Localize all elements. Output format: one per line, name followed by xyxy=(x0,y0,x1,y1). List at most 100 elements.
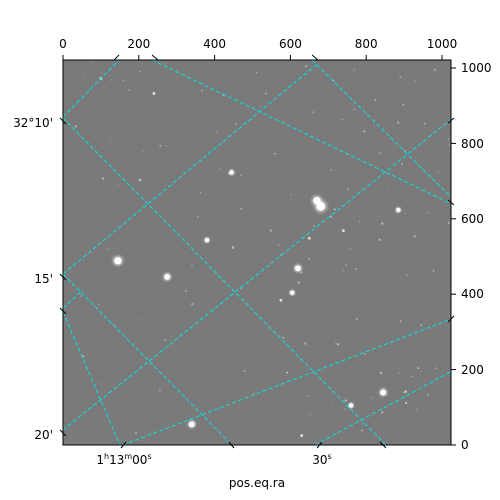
noise-speck xyxy=(184,290,187,293)
star xyxy=(229,170,234,175)
noise-speck xyxy=(360,429,364,432)
coordinate-grid xyxy=(63,60,451,445)
top-tick-label: 0 xyxy=(59,37,67,51)
star xyxy=(164,273,171,280)
stars-layer xyxy=(63,60,451,438)
noise-speck xyxy=(231,246,235,249)
grid-line xyxy=(63,289,84,309)
grid-line xyxy=(311,60,451,198)
noise-speck xyxy=(100,382,103,385)
noise-speck xyxy=(357,165,359,167)
grid-line xyxy=(63,60,120,118)
dec-tick-label: 20' xyxy=(34,428,53,442)
noise-speck xyxy=(353,108,356,111)
noise-speck xyxy=(108,247,110,249)
noise-speck xyxy=(404,401,408,405)
top-pixel-axis: 0 200 400 600 800 1000 xyxy=(59,37,457,60)
noise-speck xyxy=(83,76,85,78)
noise-speck xyxy=(282,336,285,339)
noise-speck xyxy=(363,353,366,355)
grid-line xyxy=(63,273,233,445)
noise-speck xyxy=(78,148,81,150)
star xyxy=(294,265,301,272)
noise-speck xyxy=(138,178,142,182)
noise-speck xyxy=(432,81,435,83)
noise-speck xyxy=(404,149,407,152)
noise-speck xyxy=(307,394,310,398)
star xyxy=(307,236,311,240)
dec-tick-label: 32°10' xyxy=(13,116,53,130)
noise-speck xyxy=(191,302,194,306)
noise-speck xyxy=(74,125,77,128)
star xyxy=(355,318,358,320)
noise-speck xyxy=(331,405,333,407)
noise-speck xyxy=(411,375,413,378)
noise-speck xyxy=(377,150,380,154)
noise-speck xyxy=(370,397,372,399)
noise-speck xyxy=(379,152,381,154)
noise-speck xyxy=(416,408,418,411)
star xyxy=(152,92,156,95)
noise-speck xyxy=(286,371,289,374)
noise-speck xyxy=(309,414,311,416)
noise-speck xyxy=(448,143,451,146)
noise-speck xyxy=(191,263,193,266)
sky-image-background xyxy=(63,60,451,445)
noise-speck xyxy=(254,106,256,108)
noise-speck xyxy=(417,367,420,370)
noise-speck xyxy=(361,423,364,425)
noise-speck xyxy=(332,79,335,82)
noise-speck xyxy=(429,328,432,331)
noise-speck xyxy=(420,324,423,327)
noise-speck xyxy=(277,243,281,247)
grid-line xyxy=(63,64,317,275)
star xyxy=(396,207,401,213)
star xyxy=(264,92,267,95)
noise-speck xyxy=(139,70,141,73)
right-tick-label: 400 xyxy=(461,287,484,301)
noise-speck xyxy=(399,75,402,79)
noise-speck xyxy=(312,111,315,113)
noise-speck xyxy=(399,320,402,322)
noise-speck xyxy=(312,225,315,227)
noise-speck xyxy=(140,337,143,340)
star xyxy=(348,403,354,408)
noise-speck xyxy=(381,411,384,414)
noise-speck xyxy=(215,131,218,134)
noise-speck xyxy=(447,138,450,141)
noise-speck xyxy=(379,371,383,375)
noise-speck xyxy=(92,215,94,218)
noise-speck xyxy=(303,342,307,345)
noise-speck xyxy=(101,177,105,180)
noise-speck xyxy=(343,269,345,272)
dec-tick-label: 15' xyxy=(34,272,53,286)
star xyxy=(424,122,426,125)
noise-speck xyxy=(308,257,310,260)
noise-speck xyxy=(420,370,422,372)
right-pixel-axis: 0 200 400 600 800 1000 xyxy=(451,61,492,452)
ra-tick-label: 1h13m00s xyxy=(96,452,151,467)
right-tick-label: 0 xyxy=(461,438,469,452)
x-axis-title: pos.eq.ra xyxy=(229,476,285,490)
noise-speck xyxy=(304,64,308,68)
star xyxy=(341,229,345,233)
noise-speck xyxy=(82,355,85,358)
noise-speck xyxy=(398,372,400,374)
noise-speck xyxy=(435,367,438,370)
noise-speck xyxy=(437,170,440,174)
noise-speck xyxy=(433,68,437,71)
noise-speck xyxy=(447,221,450,224)
noise-speck xyxy=(406,274,408,276)
dec-axis: 32°10' 15' 20' xyxy=(13,116,67,442)
noise-speck xyxy=(432,269,435,272)
noise-speck xyxy=(117,183,119,186)
noise-speck xyxy=(222,180,224,182)
plot-frame xyxy=(62,59,452,446)
top-tick-label: 400 xyxy=(203,37,226,51)
noise-speck xyxy=(240,207,243,210)
noise-speck xyxy=(158,389,161,392)
noise-speck xyxy=(354,267,358,271)
noise-speck xyxy=(197,215,199,218)
noise-speck xyxy=(142,150,145,153)
noise-speck xyxy=(349,247,352,250)
